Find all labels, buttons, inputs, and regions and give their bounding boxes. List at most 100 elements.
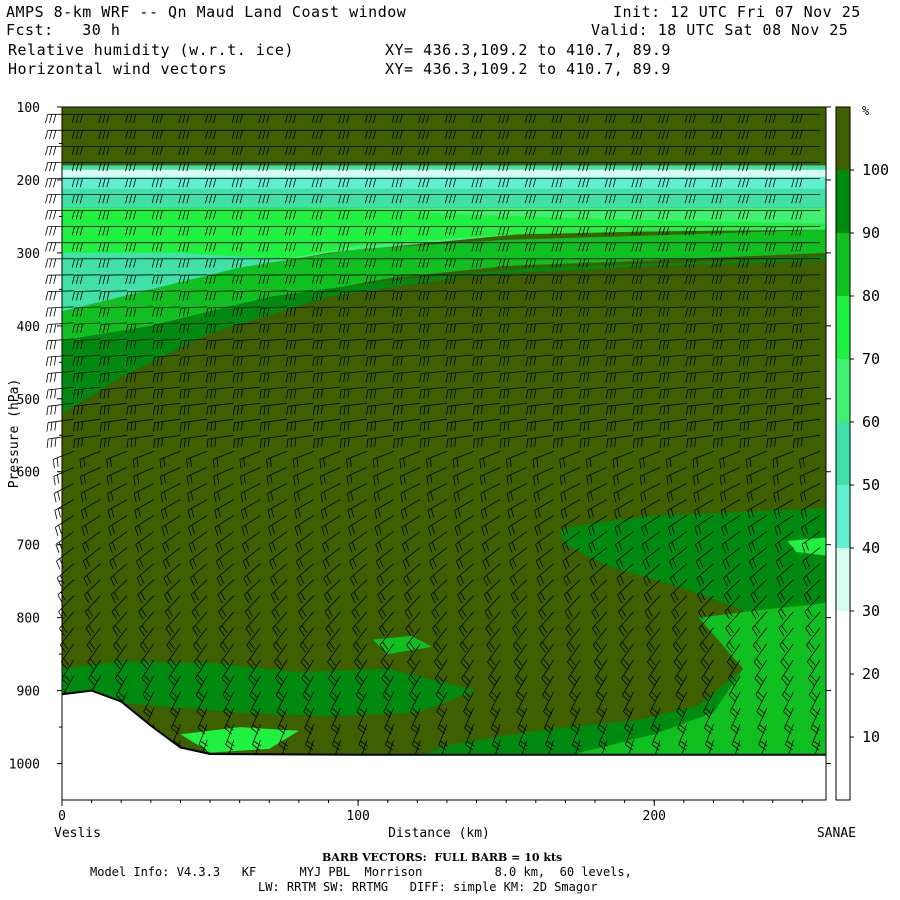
- wind-barb: [258, 113, 288, 124]
- wind-barb: [418, 322, 448, 334]
- wind-barb: [811, 723, 821, 751]
- wind-barb: [589, 563, 608, 587]
- wind-barb: [205, 242, 234, 252]
- wind-barb: [73, 402, 101, 416]
- wind-barb: [617, 595, 634, 620]
- wind-barb: [525, 354, 554, 367]
- field-name-wind: Horizontal wind vectors: [8, 60, 228, 78]
- wind-barb: [53, 467, 74, 486]
- wind-barb: [592, 611, 608, 637]
- wind-barb: [524, 146, 554, 156]
- wind-barb: [151, 194, 181, 204]
- xy-coords-wind: XY= 436.3,109.2 to 410.7, 89.9: [385, 60, 671, 78]
- wind-barb: [198, 723, 208, 751]
- wind-barb: [471, 210, 501, 220]
- wind-barb: [764, 274, 794, 285]
- wind-barb: [326, 627, 341, 653]
- wind-barb: [108, 531, 128, 553]
- wind-barb: [685, 386, 714, 399]
- wind-barb: [151, 210, 181, 220]
- wind-barb: [219, 627, 235, 653]
- wind-barb: [259, 354, 288, 367]
- wind-barb: [312, 322, 341, 334]
- wind-barb: [312, 370, 341, 383]
- wind-barb: [139, 627, 155, 653]
- wind-barb: [738, 194, 767, 204]
- wind-barb: [561, 515, 581, 537]
- wind-barb: [640, 483, 661, 503]
- wind-barb: [604, 178, 634, 188]
- wind-barb: [578, 178, 607, 188]
- wind-barb: [488, 659, 501, 686]
- wind-barb: [791, 162, 821, 172]
- wind-barb: [161, 515, 181, 537]
- wind-barb: [486, 627, 501, 653]
- wind-barb: [56, 547, 75, 570]
- wind-barb: [659, 418, 687, 432]
- wind-barb: [258, 258, 288, 268]
- wind-barb: [711, 162, 741, 172]
- y-tick-label: 600: [17, 466, 40, 481]
- wind-barb: [778, 611, 794, 637]
- wind-barb: [711, 322, 741, 334]
- wind-barb: [631, 178, 661, 188]
- wind-barb: [666, 450, 687, 469]
- wind-barb: [186, 450, 208, 469]
- wind-barb: [454, 499, 474, 520]
- colorbar-bin: [836, 548, 850, 611]
- wind-barb: [684, 178, 714, 188]
- wind-barb: [267, 483, 288, 503]
- wind-barb: [591, 595, 608, 620]
- wind-barb: [552, 354, 581, 367]
- wind-barb: [765, 322, 794, 334]
- wind-barb: [206, 418, 234, 432]
- wind-barb: [193, 643, 208, 669]
- wind-barb: [511, 595, 528, 620]
- wind-barb: [684, 258, 714, 268]
- wind-barb: [83, 563, 101, 587]
- wind-barb: [711, 274, 741, 285]
- wind-barb: [323, 563, 341, 587]
- wind-barb: [456, 563, 474, 587]
- wind-barb: [338, 274, 368, 285]
- wind-barb: [578, 354, 607, 367]
- wind-barb: [112, 611, 128, 637]
- wind-barb: [376, 563, 394, 587]
- wind-barb: [285, 290, 314, 301]
- colorbar-label: 30: [862, 602, 880, 620]
- wind-barb: [632, 402, 661, 416]
- wind-barb: [431, 595, 448, 620]
- wind-barb: [631, 290, 661, 301]
- wind-barb: [285, 370, 314, 383]
- wind-barb: [231, 162, 261, 172]
- wind-barb: [179, 418, 208, 432]
- wind-barb: [374, 499, 394, 520]
- wind-barb: [418, 146, 447, 156]
- wind-barb: [704, 723, 715, 751]
- wind-barb: [258, 322, 288, 334]
- wind-barb: [338, 162, 367, 172]
- wind-barb: [206, 402, 234, 416]
- wind-barb: [311, 146, 341, 156]
- wind-barb: [777, 579, 794, 603]
- wind-barb: [391, 194, 421, 204]
- wind-barb: [432, 611, 448, 637]
- wind-barb: [311, 210, 341, 220]
- wind-barb: [107, 483, 128, 503]
- wind-barb: [125, 178, 154, 188]
- wind-barb: [45, 162, 74, 172]
- wind-barb: [311, 274, 341, 285]
- wind-barb: [471, 226, 501, 236]
- wind-barb: [99, 386, 128, 399]
- wind-barb: [604, 242, 634, 252]
- wind-barb: [658, 274, 687, 285]
- wind-barb: [445, 322, 474, 334]
- wind-barb: [187, 499, 208, 520]
- wind-barb: [322, 531, 341, 553]
- wind-barb: [365, 322, 394, 334]
- wind-barb: [225, 723, 235, 751]
- wind-barb: [590, 579, 608, 603]
- wind-barb: [723, 579, 741, 603]
- wind-barb: [711, 226, 741, 236]
- wind-barb: [285, 113, 314, 124]
